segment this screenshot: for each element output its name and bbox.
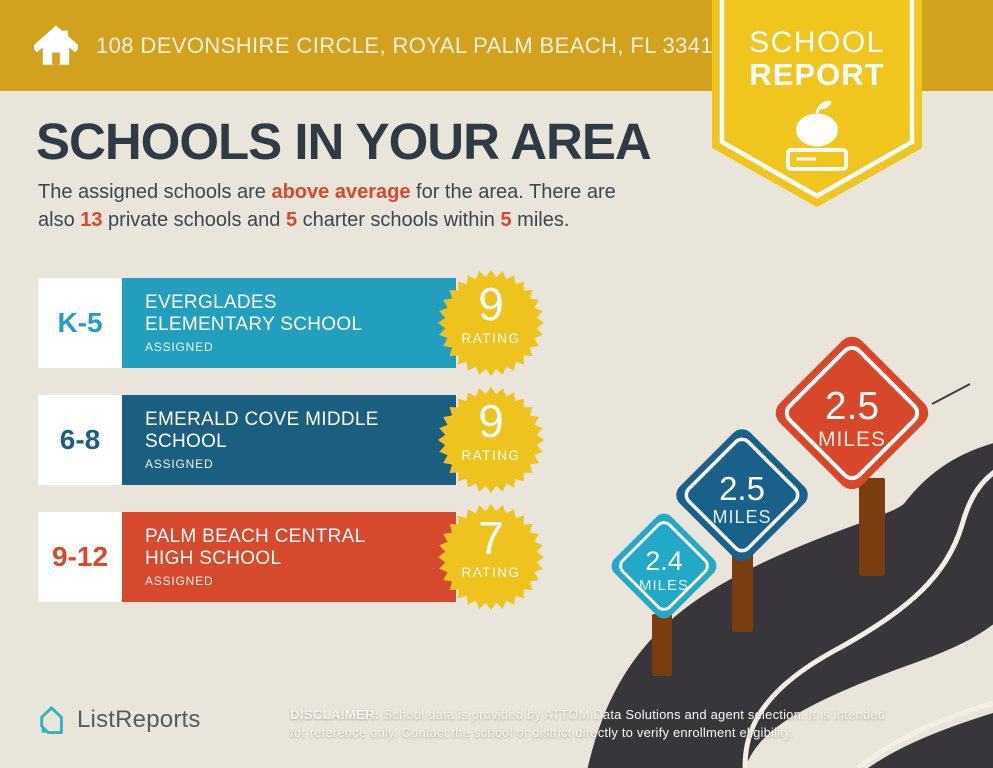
page-title: SCHOOLS IN YOUR AREA — [36, 113, 652, 170]
grade-range: 6-8 — [38, 395, 122, 485]
distance-value: 2.5 — [719, 470, 765, 507]
distance-sign-high: 2.5 MILES — [775, 336, 929, 490]
intro-segment: The assigned schools are — [38, 181, 272, 203]
school-name: PALM BEACH CENTRAL HIGH SCHOOL — [145, 526, 366, 569]
home-icon — [34, 24, 78, 65]
road-corner-bend — [868, 713, 993, 768]
school-row-middle: 6-8 EMERALD COVE MIDDLE SCHOOL ASSIGNED … — [38, 387, 558, 493]
starburst-shape — [438, 270, 544, 376]
apple-on-book-icon — [786, 100, 848, 171]
road-corner-line — [856, 700, 993, 768]
intro-accent: above average — [271, 181, 411, 203]
assigned-label: ASSIGNED — [145, 574, 214, 588]
road-lane-line — [742, 469, 993, 768]
intro-segment: private schools and — [102, 209, 286, 231]
intro-segment: miles. — [511, 209, 570, 231]
assigned-label: ASSIGNED — [145, 457, 214, 471]
school-name: EVERGLADES ELEMENTARY SCHOOL — [145, 292, 363, 335]
school-name: EMERALD COVE MIDDLE SCHOOL — [145, 409, 379, 452]
rating-badge: 9 RATING — [438, 387, 544, 493]
starburst-shape — [438, 504, 544, 610]
road-surface — [587, 443, 993, 768]
ribbon-line1: SCHOOL — [749, 26, 885, 59]
sign-post-medium — [732, 550, 753, 632]
distance-unit: MILES — [712, 507, 771, 527]
rating-value: 9 — [478, 395, 504, 447]
school-report-ribbon: SCHOOL REPORT — [712, 0, 922, 215]
grade-range: 9-12 — [38, 512, 122, 602]
rating-label: RATING — [462, 565, 521, 580]
intro-segment: charter schools within — [297, 209, 501, 231]
rating-badge: 7 RATING — [438, 504, 544, 610]
starburst-shape — [438, 387, 544, 493]
property-address: 108 DEVONSHIRE CIRCLE, ROYAL PALM BEACH,… — [96, 32, 726, 58]
rating-label: RATING — [462, 448, 521, 463]
rating-value: 7 — [478, 512, 504, 564]
disclaimer-text: DISCLAIMER: School data is provided by A… — [290, 707, 886, 740]
brand-name: ListReports — [77, 706, 201, 733]
school-bar: PALM BEACH CENTRAL HIGH SCHOOL ASSIGNED — [122, 512, 456, 602]
school-row-high: 9-12 PALM BEACH CENTRAL HIGH SCHOOL ASSI… — [38, 504, 558, 610]
disclaimer-label: DISCLAIMER: — [290, 707, 380, 722]
listreports-logo: ListReports — [34, 703, 201, 737]
school-bar: EVERGLADES ELEMENTARY SCHOOL ASSIGNED — [122, 278, 456, 368]
distance-sign-elementary: 2.4 MILES — [611, 513, 717, 619]
distance-value: 2.4 — [645, 546, 683, 576]
intro-accent: 5 — [285, 209, 298, 231]
school-row-elementary: K-5 EVERGLADES ELEMENTARY SCHOOL ASSIGNE… — [38, 270, 558, 376]
rating-label: RATING — [462, 331, 521, 346]
intro-text: The assigned schools are above average f… — [38, 178, 616, 234]
sign-wire-line — [931, 383, 971, 405]
intro-segment: also — [38, 209, 81, 231]
distance-unit: MILES — [639, 577, 689, 594]
sign-post-small — [652, 614, 672, 676]
listreports-house-icon — [40, 706, 63, 735]
sign-post-large — [859, 478, 885, 576]
distance-value: 2.5 — [825, 385, 879, 428]
intro-accent: 13 — [80, 209, 103, 231]
intro-accent: 5 — [500, 209, 512, 231]
grade-range: K-5 — [38, 278, 122, 368]
distance-unit: MILES — [818, 428, 886, 451]
rating-badge: 9 RATING — [438, 270, 544, 376]
ribbon-shape: SCHOOL REPORT — [712, 0, 922, 207]
distance-sign-middle: 2.5 MILES — [676, 429, 808, 561]
rating-value: 9 — [478, 278, 504, 330]
intro-segment: for the area. There are — [410, 181, 616, 203]
assigned-label: ASSIGNED — [145, 340, 214, 354]
school-bar: EMERALD COVE MIDDLE SCHOOL ASSIGNED — [122, 395, 456, 485]
ribbon-line2: REPORT — [749, 57, 884, 92]
